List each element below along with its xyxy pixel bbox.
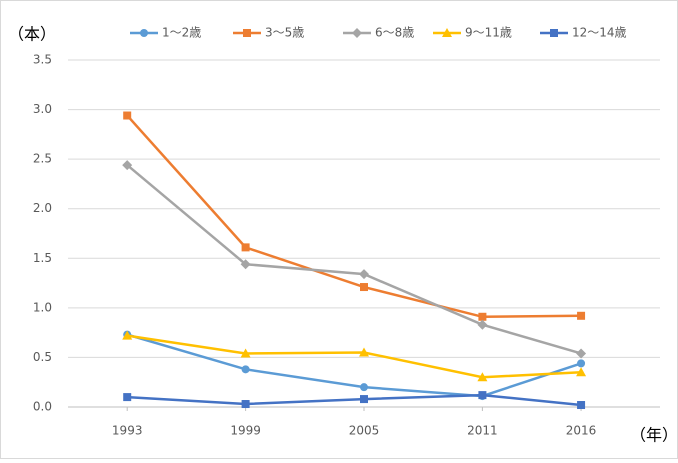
x-tick-label: 1999 xyxy=(230,424,261,438)
marker xyxy=(576,367,587,377)
x-tick-label: 1993 xyxy=(112,424,143,438)
x-tick-label: 2011 xyxy=(467,424,498,438)
marker xyxy=(122,330,133,340)
marker xyxy=(577,311,586,320)
y-tick-label: 0.5 xyxy=(33,350,52,364)
legend-label: 9～11歳 xyxy=(465,26,512,40)
x-tick-label: 2016 xyxy=(566,424,597,438)
marker xyxy=(122,160,133,171)
marker xyxy=(478,391,487,400)
y-axis-label: （本） xyxy=(8,25,56,44)
marker xyxy=(359,269,369,280)
marker xyxy=(360,383,368,392)
y-tick-label: 3.5 xyxy=(33,53,52,67)
marker xyxy=(240,348,251,358)
marker xyxy=(359,347,369,357)
legend-label: 6～8歳 xyxy=(375,26,414,40)
marker xyxy=(576,348,587,359)
y-tick-label: 1.0 xyxy=(33,300,52,314)
marker xyxy=(550,29,558,37)
marker xyxy=(123,393,132,402)
x-axis-label: （年） xyxy=(630,426,678,445)
marker xyxy=(442,28,452,37)
marker xyxy=(477,319,488,330)
marker xyxy=(241,365,250,374)
marker xyxy=(241,400,250,409)
legend-label: 3～5歳 xyxy=(265,26,304,40)
x-tick-label: 2005 xyxy=(349,424,380,438)
marker xyxy=(240,259,251,270)
y-tick-label: 2.5 xyxy=(33,152,52,166)
y-tick-label: 0.0 xyxy=(33,400,52,414)
marker xyxy=(140,29,148,37)
y-tick-label: 3.0 xyxy=(33,102,52,116)
marker xyxy=(352,28,362,38)
marker xyxy=(577,359,586,368)
marker xyxy=(577,401,586,410)
marker xyxy=(243,29,251,37)
marker xyxy=(360,283,368,292)
legend-label: 12～14歳 xyxy=(572,26,627,40)
marker xyxy=(241,243,250,252)
marker xyxy=(360,395,368,404)
marker xyxy=(123,111,132,120)
marker xyxy=(477,372,488,382)
marker xyxy=(478,312,487,321)
y-tick-label: 2.0 xyxy=(33,201,52,215)
y-tick-label: 1.5 xyxy=(33,251,52,265)
legend-label: 1～2歳 xyxy=(162,26,201,40)
